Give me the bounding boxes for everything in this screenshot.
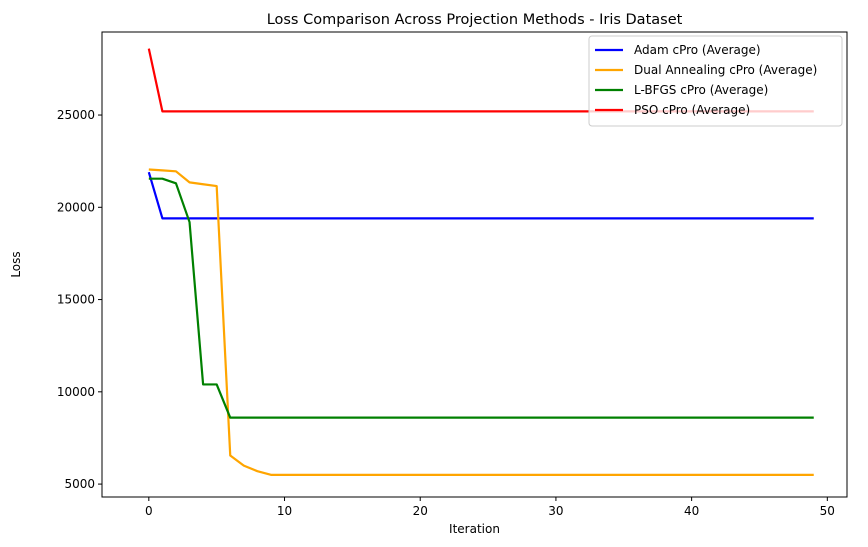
x-tick-label: 20: [413, 504, 428, 518]
y-tick-label: 10000: [57, 385, 95, 399]
x-tick-label: 50: [820, 504, 835, 518]
x-tick-label: 30: [548, 504, 563, 518]
y-axis-ticks: 5000 10000 15000 20000 25000: [57, 108, 102, 491]
x-tick-label: 40: [684, 504, 699, 518]
x-axis-ticks: 0 10 20 30 40 50: [145, 497, 835, 518]
legend-label: L-BFGS cPro (Average): [634, 83, 768, 97]
x-axis-title: Iteration: [449, 522, 500, 536]
legend-label: Adam cPro (Average): [634, 43, 761, 57]
legend: Adam cPro (Average) Dual Annealing cPro (…: [588, 35, 843, 127]
series-line: [148, 168, 814, 476]
plot-frame: [101, 31, 848, 498]
series-line: [147, 171, 814, 220]
y-tick-label: 20000: [57, 200, 95, 214]
y-axis-title: Loss: [9, 251, 23, 277]
legend-label: Dual Annealing cPro (Average): [634, 63, 817, 77]
series-line: [148, 177, 814, 419]
y-tick-label: 25000: [57, 108, 95, 122]
chart-title: Loss Comparison Across Projection Method…: [267, 12, 683, 28]
y-tick-label: 5000: [64, 477, 95, 491]
x-tick-label: 10: [277, 504, 292, 518]
y-tick-label: 15000: [57, 293, 95, 307]
x-tick-label: 0: [145, 504, 153, 518]
legend-label: PSO cPro (Average): [634, 103, 750, 117]
legend-box: [588, 35, 843, 127]
